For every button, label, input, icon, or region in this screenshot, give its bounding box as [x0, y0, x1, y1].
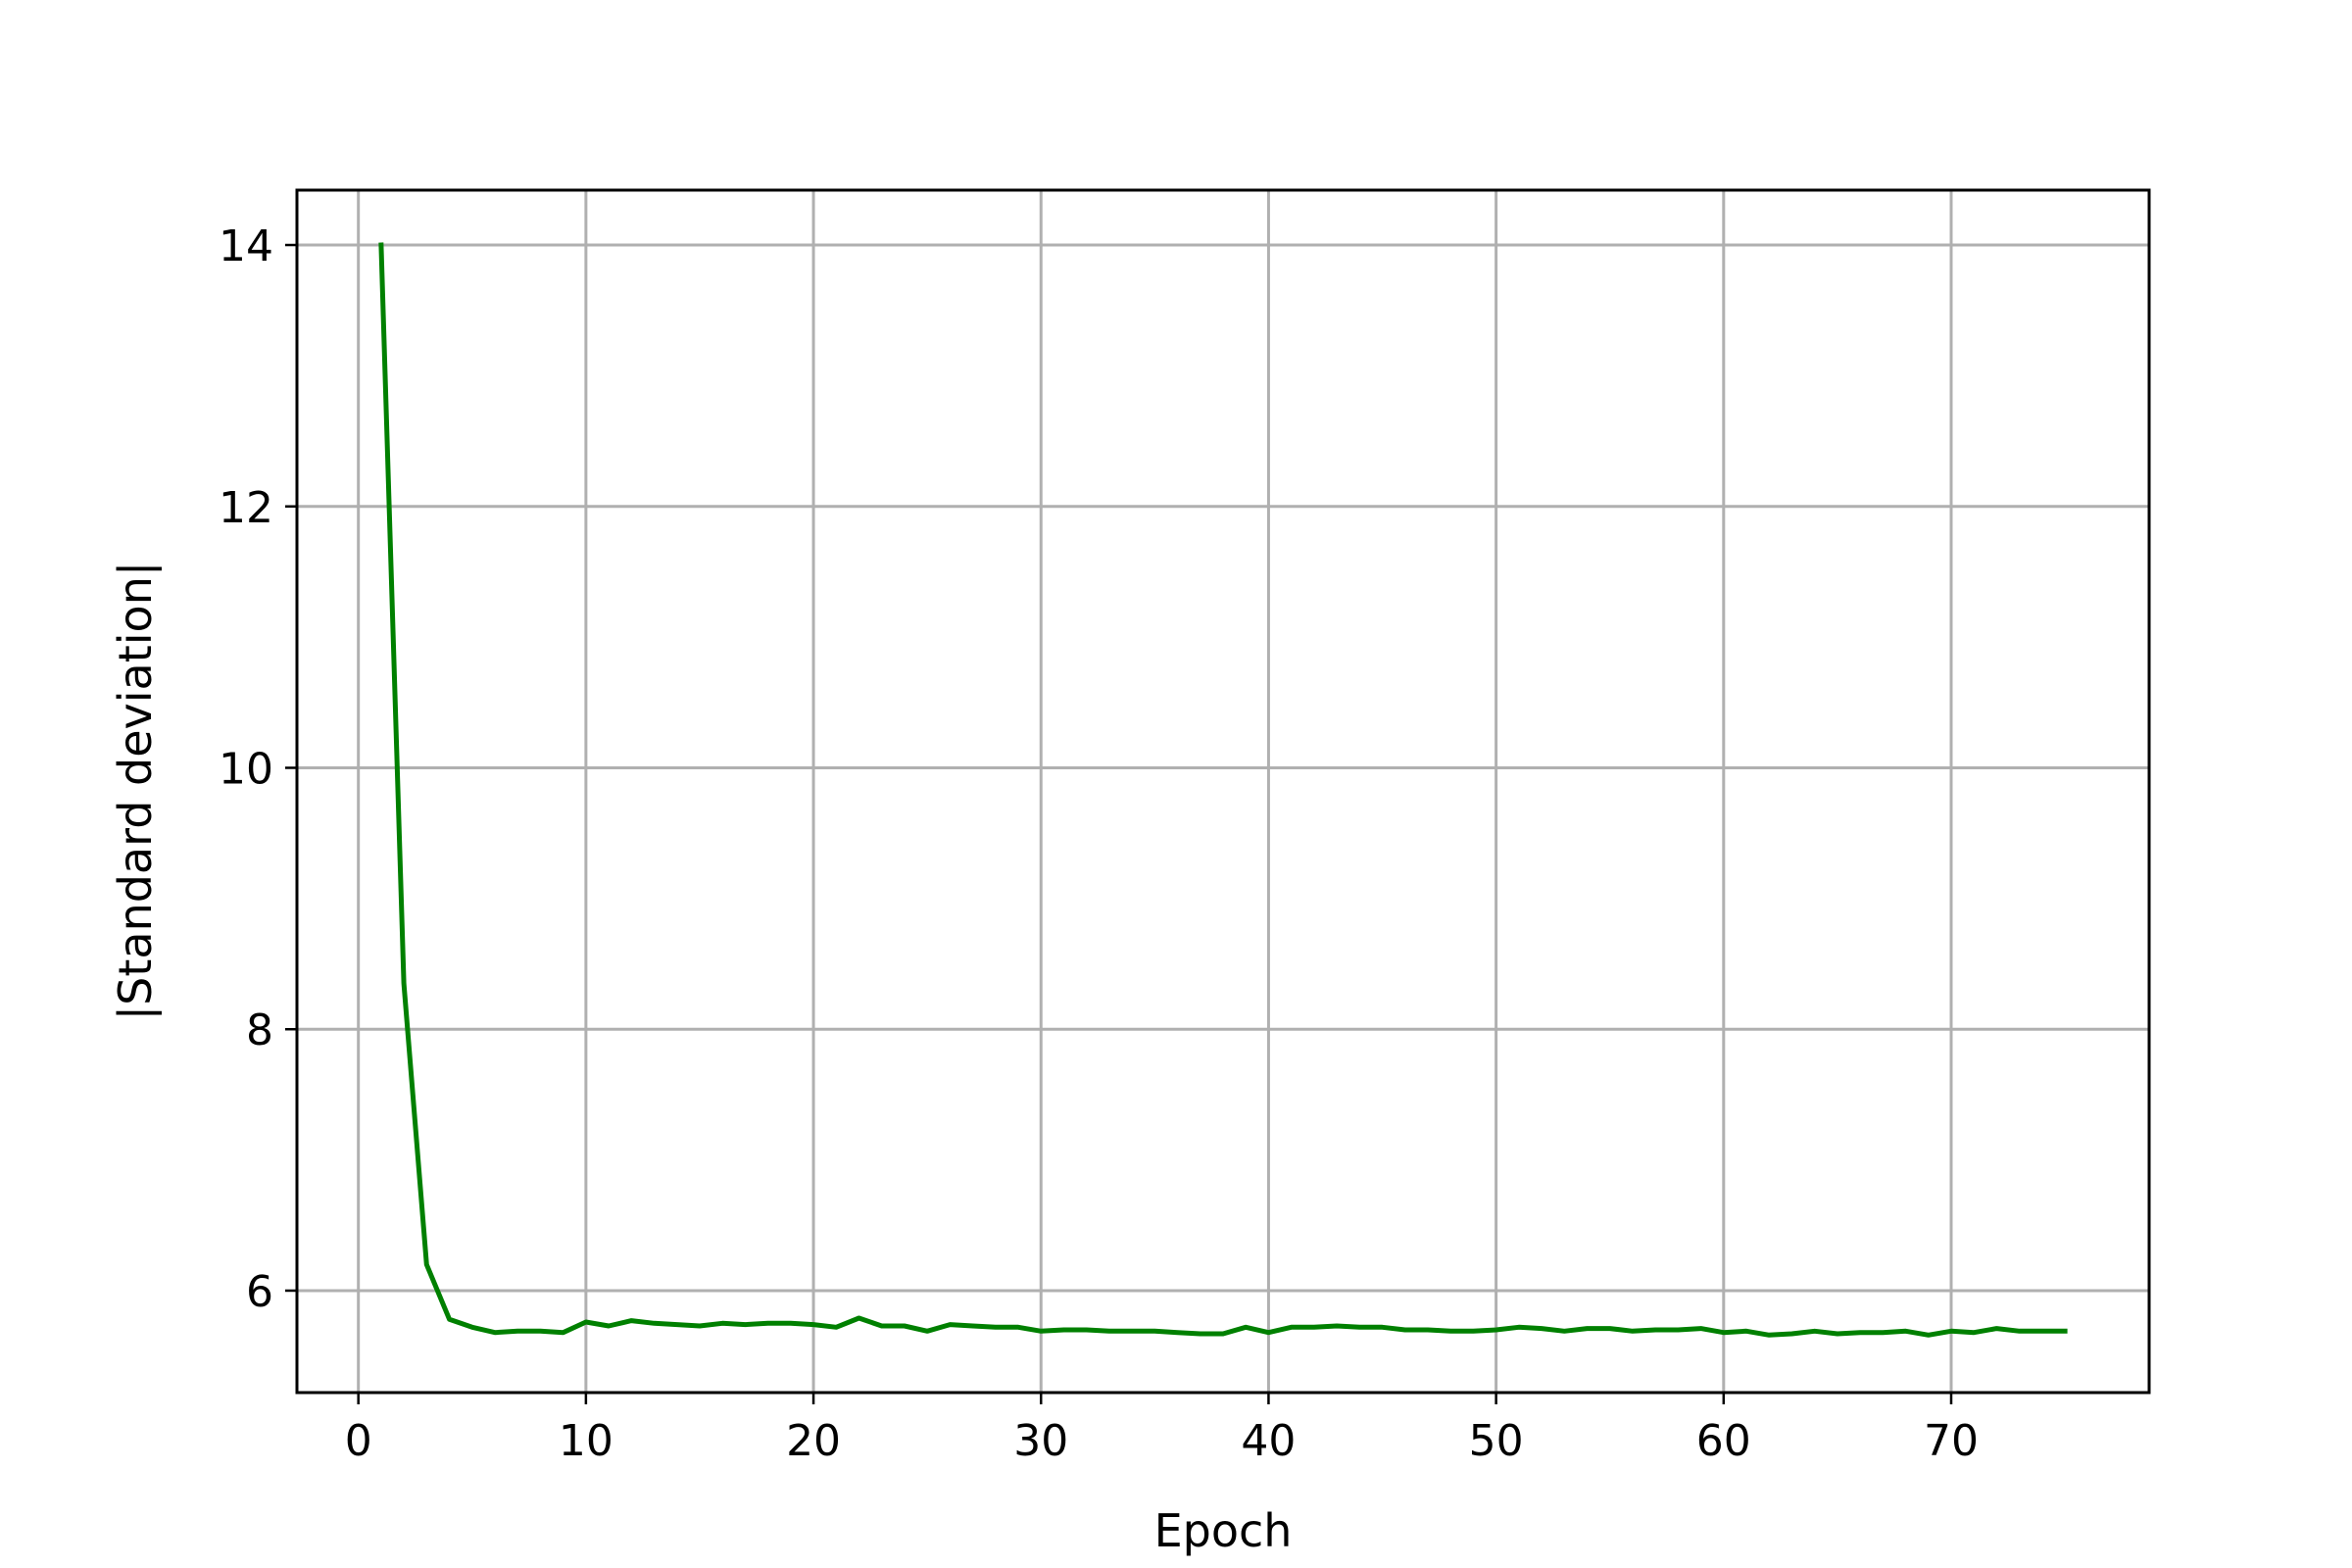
y-tick-label: 10: [219, 744, 273, 794]
y-tick-label: 8: [246, 1005, 273, 1055]
x-tick-label: 70: [1924, 1416, 1979, 1466]
series-layer: [378, 242, 2068, 1338]
plot-frame: [295, 188, 2151, 1395]
series-line-0: [378, 242, 2068, 1338]
tick-layer: 0 10 20 30 40 50 60 70 6 8 10 12 14: [219, 221, 1979, 1466]
y-axis-label: |Standard deviation|: [109, 562, 163, 1021]
x-tick-label: 40: [1241, 1416, 1296, 1466]
grid-layer: [297, 190, 2149, 1393]
y-tick-label: 12: [219, 483, 273, 533]
x-tick-label: 20: [786, 1416, 841, 1466]
y-tick-label: 6: [246, 1267, 273, 1317]
x-axis-label: Epoch: [1154, 1504, 1293, 1557]
x-tick-label: 30: [1013, 1416, 1068, 1466]
x-tick-label: 10: [559, 1416, 613, 1466]
x-tick-label: 50: [1469, 1416, 1524, 1466]
x-tick-label: 60: [1696, 1416, 1751, 1466]
x-tick-label: 0: [345, 1416, 372, 1466]
y-tick-label: 14: [219, 221, 273, 271]
